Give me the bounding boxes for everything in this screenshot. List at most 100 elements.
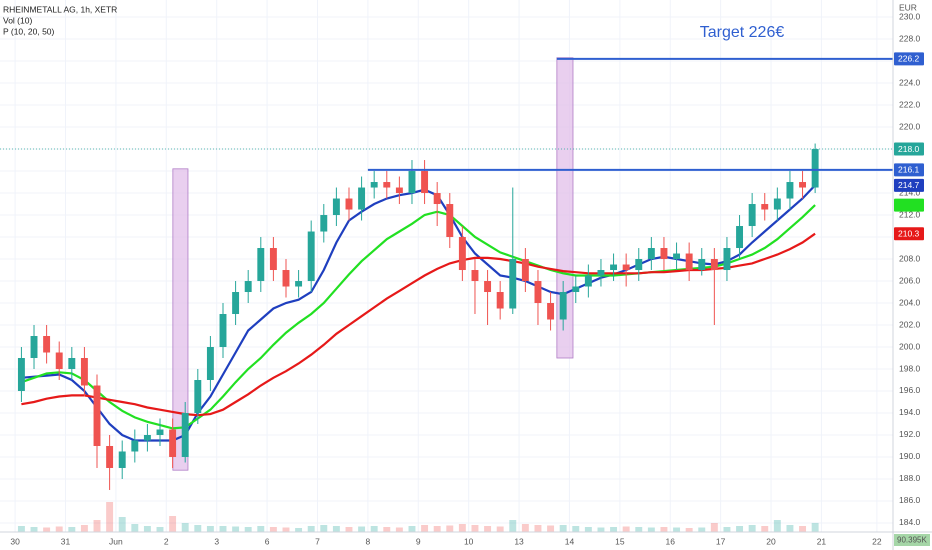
- y-tick-label: 228.0: [899, 33, 921, 43]
- y-tick-label: 184.0: [899, 517, 921, 527]
- x-tick-label: 14: [565, 536, 575, 546]
- volume-bar: [194, 525, 202, 532]
- y-tick-label: 192.0: [899, 429, 921, 439]
- volume-bar: [736, 526, 744, 532]
- levels: [0, 57, 893, 171]
- volume-bar: [773, 520, 781, 532]
- indicator-label: Vol (10): [3, 15, 32, 25]
- candle-body: [295, 281, 303, 287]
- candle-body: [143, 434, 151, 441]
- x-tick-label: 17: [716, 536, 726, 546]
- volume-bar: [786, 525, 794, 532]
- volume-bar: [55, 526, 63, 532]
- candle-body: [17, 358, 25, 391]
- x-tick-label: 31: [61, 536, 71, 546]
- candle-body: [622, 264, 630, 271]
- candle-body: [811, 149, 819, 188]
- candle-body: [773, 198, 781, 210]
- candle-body: [307, 231, 315, 282]
- candle-body: [232, 292, 240, 315]
- candle-body: [30, 336, 38, 359]
- zones: [172, 57, 574, 471]
- volume-bar: [521, 524, 529, 532]
- volume-bar: [169, 516, 177, 532]
- candle-body: [43, 336, 51, 353]
- x-tick-label: 21: [817, 536, 827, 546]
- y-tick-label: 204.0: [899, 297, 921, 307]
- y-tick-label: 188.0: [899, 473, 921, 483]
- volume-bar: [370, 526, 378, 532]
- last-price-box: [894, 142, 924, 156]
- y-tick-label: 190.0: [899, 451, 921, 461]
- candle-body: [496, 292, 504, 309]
- x-tick-label: 9: [416, 536, 421, 546]
- volume-bar: [118, 517, 126, 532]
- volume-bar: [458, 524, 466, 532]
- y-tick-label: 224.0: [899, 77, 921, 87]
- volume-bar: [43, 527, 51, 532]
- volume-bar: [143, 526, 151, 532]
- volume-bar: [80, 525, 88, 532]
- x-tick-label: 10: [464, 536, 474, 546]
- candle-body: [383, 182, 391, 188]
- volume-bar: [244, 527, 252, 532]
- level-price-box: [894, 52, 924, 66]
- candle-body: [799, 182, 807, 188]
- x-tick-label: 6: [265, 536, 270, 546]
- candle-body: [118, 451, 126, 468]
- candle-body: [68, 358, 76, 370]
- volume-label: 90.395K: [897, 536, 927, 545]
- candle-body: [471, 270, 479, 282]
- volume-bar: [408, 526, 416, 532]
- volume-bar: [811, 522, 819, 532]
- volume-bar: [206, 526, 214, 532]
- ma-line: [21, 232, 816, 417]
- candle-body: [584, 275, 592, 287]
- volume-bar: [509, 520, 517, 532]
- y-tick-label: 208.0: [899, 253, 921, 263]
- candle-body: [181, 412, 189, 457]
- candle-body: [660, 248, 668, 260]
- candle-body: [647, 248, 655, 260]
- x-tick-label: 22: [872, 536, 882, 546]
- level-price-box-label: 216.1: [898, 165, 920, 175]
- candle-body: [80, 358, 88, 386]
- candle-body: [458, 237, 466, 271]
- candle-body: [206, 347, 214, 380]
- volume-bar: [496, 526, 504, 532]
- indicator-label: P (10, 20, 50): [3, 26, 55, 36]
- x-tick-label: 30: [10, 536, 20, 546]
- volume-bar: [710, 523, 718, 532]
- candle-body: [521, 259, 529, 282]
- candle-body: [219, 314, 227, 348]
- volume-bar: [748, 525, 756, 532]
- candle-body: [534, 281, 542, 304]
- candle-body: [194, 380, 202, 413]
- y-tick-label: 196.0: [899, 385, 921, 395]
- level-price-box: [894, 163, 924, 177]
- last-price-box-label: 218.0: [898, 144, 920, 154]
- candle-body: [345, 198, 353, 210]
- level-price-box-label: 226.2: [898, 54, 920, 64]
- ma-price-box-label: 210.3: [898, 228, 920, 238]
- x-tick-label: 20: [766, 536, 776, 546]
- volume-bar: [433, 526, 441, 532]
- candle-body: [269, 248, 277, 271]
- y-tick-label: 212.0: [899, 209, 921, 219]
- y-tick-label: 220.0: [899, 121, 921, 131]
- volume-bar: [320, 525, 328, 532]
- ma-line: [21, 184, 816, 442]
- volume-bar: [17, 526, 25, 532]
- candle-body: [244, 281, 252, 293]
- candle-body: [723, 248, 731, 271]
- volume-bar: [295, 528, 303, 532]
- volume-bar: [358, 526, 366, 532]
- candle-body: [156, 429, 164, 435]
- volume-bar: [610, 527, 618, 532]
- candles: [17, 143, 819, 490]
- y-tick-label: 194.0: [899, 407, 921, 417]
- candle-body: [559, 292, 567, 320]
- zone: [172, 168, 189, 471]
- volume-bar: [421, 525, 429, 532]
